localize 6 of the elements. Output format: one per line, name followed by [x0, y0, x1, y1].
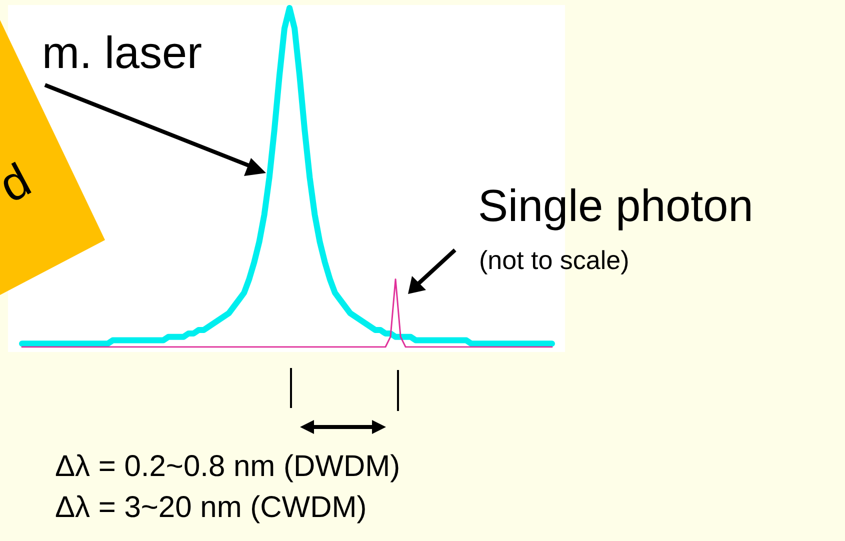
text: Δλ = 0.2~0.8 nm (DWDM): [55, 450, 400, 483]
annotation: Single photon: [478, 180, 754, 231]
annotation: (not to scale): [479, 245, 630, 275]
text: Δλ = 3~20 nm (CWDM): [55, 491, 367, 524]
annotation: d: [0, 154, 40, 214]
annotation: m. laser: [42, 27, 202, 78]
